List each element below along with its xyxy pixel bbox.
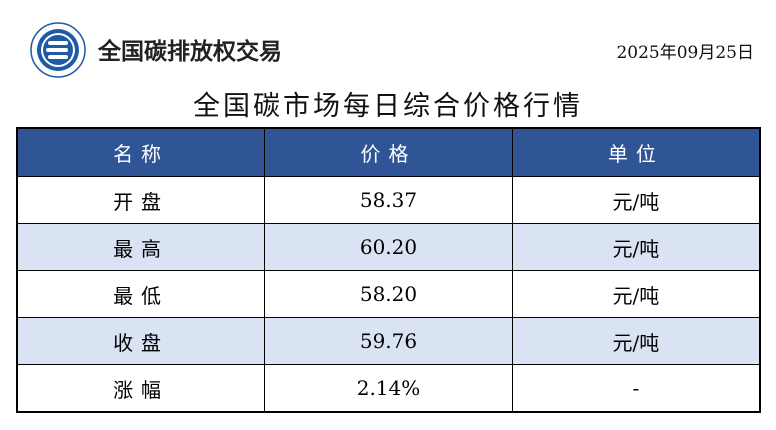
column-header-unit: 单位: [511, 127, 761, 177]
table-row: 涨幅 2.14% -: [16, 364, 761, 413]
row-unit: 元/吨: [511, 176, 761, 224]
row-unit: 元/吨: [511, 317, 761, 365]
table-row: 开盘 58.37 元/吨: [16, 176, 761, 224]
page-title: 全国碳市场每日综合价格行情: [193, 91, 583, 122]
row-price: 2.14%: [264, 364, 513, 413]
table-row: 最高 60.20 元/吨: [16, 223, 761, 271]
row-unit: 元/吨: [511, 270, 761, 318]
row-price: 58.37: [264, 176, 513, 224]
price-table: 名称 价格 单位 开盘 58.37 元/吨 最高 60.20 元/吨 最低 58…: [16, 127, 761, 413]
report-date: 2025年09月25日: [616, 43, 754, 63]
row-name: 最高: [16, 223, 266, 271]
row-price: 59.76: [264, 317, 513, 365]
row-price: 58.20: [264, 270, 513, 318]
column-header-name: 名称: [16, 127, 266, 177]
column-header-price: 价格: [264, 127, 513, 177]
row-name: 开盘: [16, 176, 266, 224]
row-name: 收盘: [16, 317, 266, 365]
row-unit: -: [511, 364, 761, 413]
table-header: 名称 价格 单位: [16, 127, 761, 177]
row-price: 60.20: [264, 223, 513, 271]
table-row: 收盘 59.76 元/吨: [16, 317, 761, 365]
row-unit: 元/吨: [511, 223, 761, 271]
carbon-exchange-logo-icon: [30, 22, 86, 78]
row-name: 最低: [16, 270, 266, 318]
row-name: 涨幅: [16, 364, 266, 413]
brand-name: 全国碳排放权交易: [98, 39, 282, 65]
table-row: 最低 58.20 元/吨: [16, 270, 761, 318]
